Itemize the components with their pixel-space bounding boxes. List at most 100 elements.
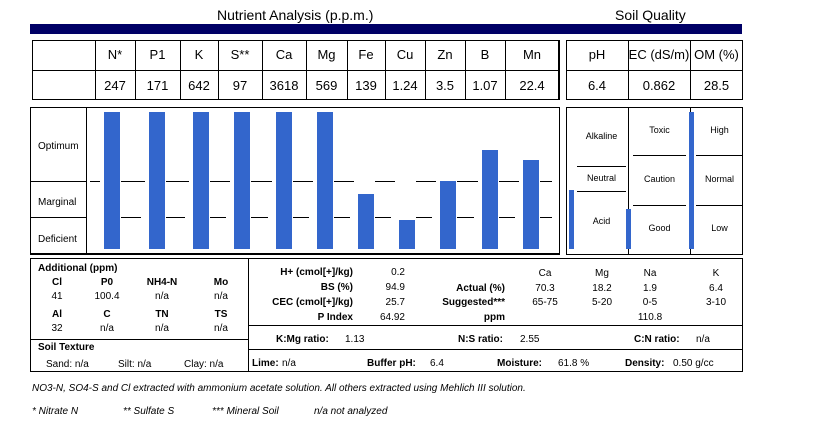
zone-line	[30, 181, 87, 182]
bar-om	[689, 112, 694, 249]
additional-label: Al	[52, 309, 62, 320]
additional-value: n/a	[155, 323, 169, 334]
additional-panel	[30, 258, 743, 372]
soil-header: EC (dS/m)	[628, 47, 690, 62]
nutrient-header: Ca	[275, 47, 293, 62]
nutrient-value: 569	[315, 78, 338, 93]
na-note: n/a not analyzed	[314, 406, 388, 417]
zone-line	[457, 181, 474, 182]
additional-value: 32	[51, 323, 63, 334]
density-value: 0.50 g/cc	[673, 358, 714, 369]
cec-value: 64.92	[379, 312, 405, 323]
nutrient-header: N*	[107, 47, 123, 62]
nutrient-header: S**	[230, 47, 250, 62]
zone-line	[220, 181, 230, 182]
column-divider	[218, 40, 219, 100]
cec-value: 0.2	[391, 267, 405, 278]
extraction-note: NO3-N, SO4-S and Cl extracted with ammon…	[32, 383, 526, 394]
soil-value: 6.4	[587, 78, 607, 93]
zone-line	[633, 205, 686, 206]
nutrient-value: 642	[188, 78, 210, 93]
lime-label: Lime:	[252, 358, 279, 369]
zone-line	[426, 181, 436, 182]
mineral-note: *** Mineral Soil	[212, 406, 279, 417]
base-suggested: 3-10	[705, 297, 726, 308]
sulfate-note: ** Sulfate S	[123, 406, 175, 417]
zone-line	[121, 253, 141, 254]
nutrient-header: Zn	[437, 47, 453, 62]
nutrient-header: Cu	[396, 47, 414, 62]
zone-line	[457, 217, 474, 218]
moisture-label: Moisture:	[497, 358, 542, 369]
actual-label: Actual (%)	[456, 283, 505, 294]
additional-label: P0	[100, 277, 114, 288]
kmg-label: K:Mg ratio:	[276, 334, 329, 345]
zone-line	[121, 217, 141, 218]
nutrient-header: Fe	[358, 47, 374, 62]
additional-value: 100.4	[94, 291, 120, 302]
sand: Sand: n/a	[46, 359, 89, 370]
zone-line	[262, 181, 272, 182]
additional-value: n/a	[214, 291, 228, 302]
nutrient-value: 247	[104, 78, 126, 93]
cn-value: n/a	[696, 334, 710, 345]
zone-line	[468, 181, 478, 182]
base-actual: 70.3	[535, 283, 555, 294]
cec-value: 94.9	[385, 282, 405, 293]
column-divider	[559, 40, 560, 100]
additional-value: n/a	[155, 291, 169, 302]
zone-line	[416, 217, 432, 218]
base-header: Ca	[538, 268, 552, 279]
nutrient-value: 3618	[269, 78, 299, 93]
zone-alkaline: Alkaline	[585, 130, 618, 141]
nutrient-value: 97	[232, 78, 248, 93]
soil-texture-title: Soil Texture	[38, 342, 95, 353]
zone-line	[540, 253, 552, 254]
zone-line	[633, 155, 686, 156]
zone-line	[334, 253, 350, 254]
column-divider	[262, 40, 263, 100]
nutrient-header: B	[480, 47, 490, 62]
zone-line	[121, 181, 141, 182]
density-label: Density:	[625, 358, 665, 369]
cn-label: C:N ratio:	[634, 334, 680, 345]
nutrient-value: 1.24	[392, 78, 418, 93]
bar-n	[104, 112, 120, 249]
cec-label: H+ (cmol[+]/kg)	[280, 267, 353, 278]
bar-s	[234, 112, 250, 249]
zone-line	[375, 217, 391, 218]
cec-label: P Index	[317, 312, 353, 323]
bar-b	[482, 150, 498, 249]
additional-label: Mo	[213, 277, 229, 288]
clay: Clay: n/a	[184, 359, 224, 370]
zone-line	[251, 181, 268, 182]
zone-line	[499, 253, 515, 254]
base-suggested: 65-75	[532, 297, 558, 308]
bar-mn	[523, 159, 539, 249]
zone-line	[210, 181, 226, 182]
nutrient-header: Mn	[522, 47, 542, 62]
nutrient-header: P1	[149, 47, 166, 62]
additional-value: 41	[51, 291, 63, 302]
column-divider	[465, 40, 466, 100]
base-header: Mg	[595, 268, 609, 279]
nutrient-value: 171	[146, 78, 169, 93]
zone-low: Low	[711, 223, 728, 233]
zone-acid: Acid	[592, 216, 611, 226]
zone-line	[166, 253, 185, 254]
soil-chart	[566, 107, 743, 255]
zone-line	[30, 217, 87, 218]
additional-label: TN	[155, 309, 169, 320]
ns-label: N:S ratio:	[458, 334, 503, 345]
zone-line	[293, 253, 309, 254]
bar-fe	[358, 194, 374, 249]
cec-label: BS (%)	[320, 282, 353, 293]
base-header: Na	[643, 268, 657, 279]
base-actual: 18.2	[592, 283, 612, 294]
zone-line	[540, 217, 552, 218]
zone-line	[696, 205, 743, 206]
additional-value: n/a	[214, 323, 228, 334]
nutrient-value: 139	[355, 78, 377, 93]
nutrient-title: Nutrient Analysis (p.p.m.)	[217, 7, 374, 23]
column-divider	[505, 40, 506, 100]
